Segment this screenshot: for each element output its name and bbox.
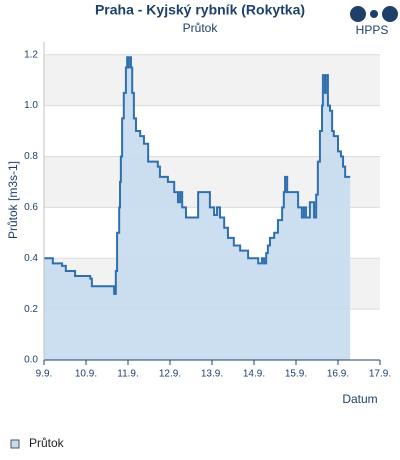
y-tick-label: 0.8 <box>24 151 38 162</box>
x-tick-label: 14.9. <box>243 369 265 380</box>
y-tick-label: 1.0 <box>24 100 38 111</box>
y-tick-label: 1.2 <box>24 49 38 60</box>
x-tick-label: 13.9. <box>201 369 223 380</box>
x-tick-label: 15.9. <box>285 369 307 380</box>
y-tick-label: 0.6 <box>24 202 38 213</box>
y-axis-title: Průtok [m3s-1] <box>6 161 20 239</box>
legend-swatch <box>10 439 20 449</box>
grid-band <box>44 54 380 106</box>
x-tick-label: 12.9. <box>159 369 181 380</box>
x-axis-title: Datum <box>342 392 377 406</box>
logo-dot <box>370 10 378 18</box>
x-tick-label: 10.9. <box>75 369 97 380</box>
y-tick-label: 0.4 <box>24 253 38 264</box>
area <box>44 57 351 360</box>
logo-dot <box>382 6 398 22</box>
x-tick-label: 17.9. <box>369 369 391 380</box>
chart-subtitle: Průtok <box>183 21 219 35</box>
logo: HPPS <box>350 6 398 37</box>
chart-title: Praha - Kyjský rybník (Rokytka) <box>95 2 305 18</box>
line <box>44 56 351 295</box>
logo-text: HPPS <box>356 23 389 37</box>
y-tick-label: 0.0 <box>24 355 38 366</box>
logo-dot <box>350 6 366 22</box>
x-tick-label: 11.9. <box>117 369 139 380</box>
y-tick-label: 0.2 <box>24 304 38 315</box>
legend-label: Průtok <box>29 436 65 450</box>
x-tick-label: 9.9. <box>36 369 53 380</box>
x-tick-label: 16.9. <box>327 369 349 380</box>
